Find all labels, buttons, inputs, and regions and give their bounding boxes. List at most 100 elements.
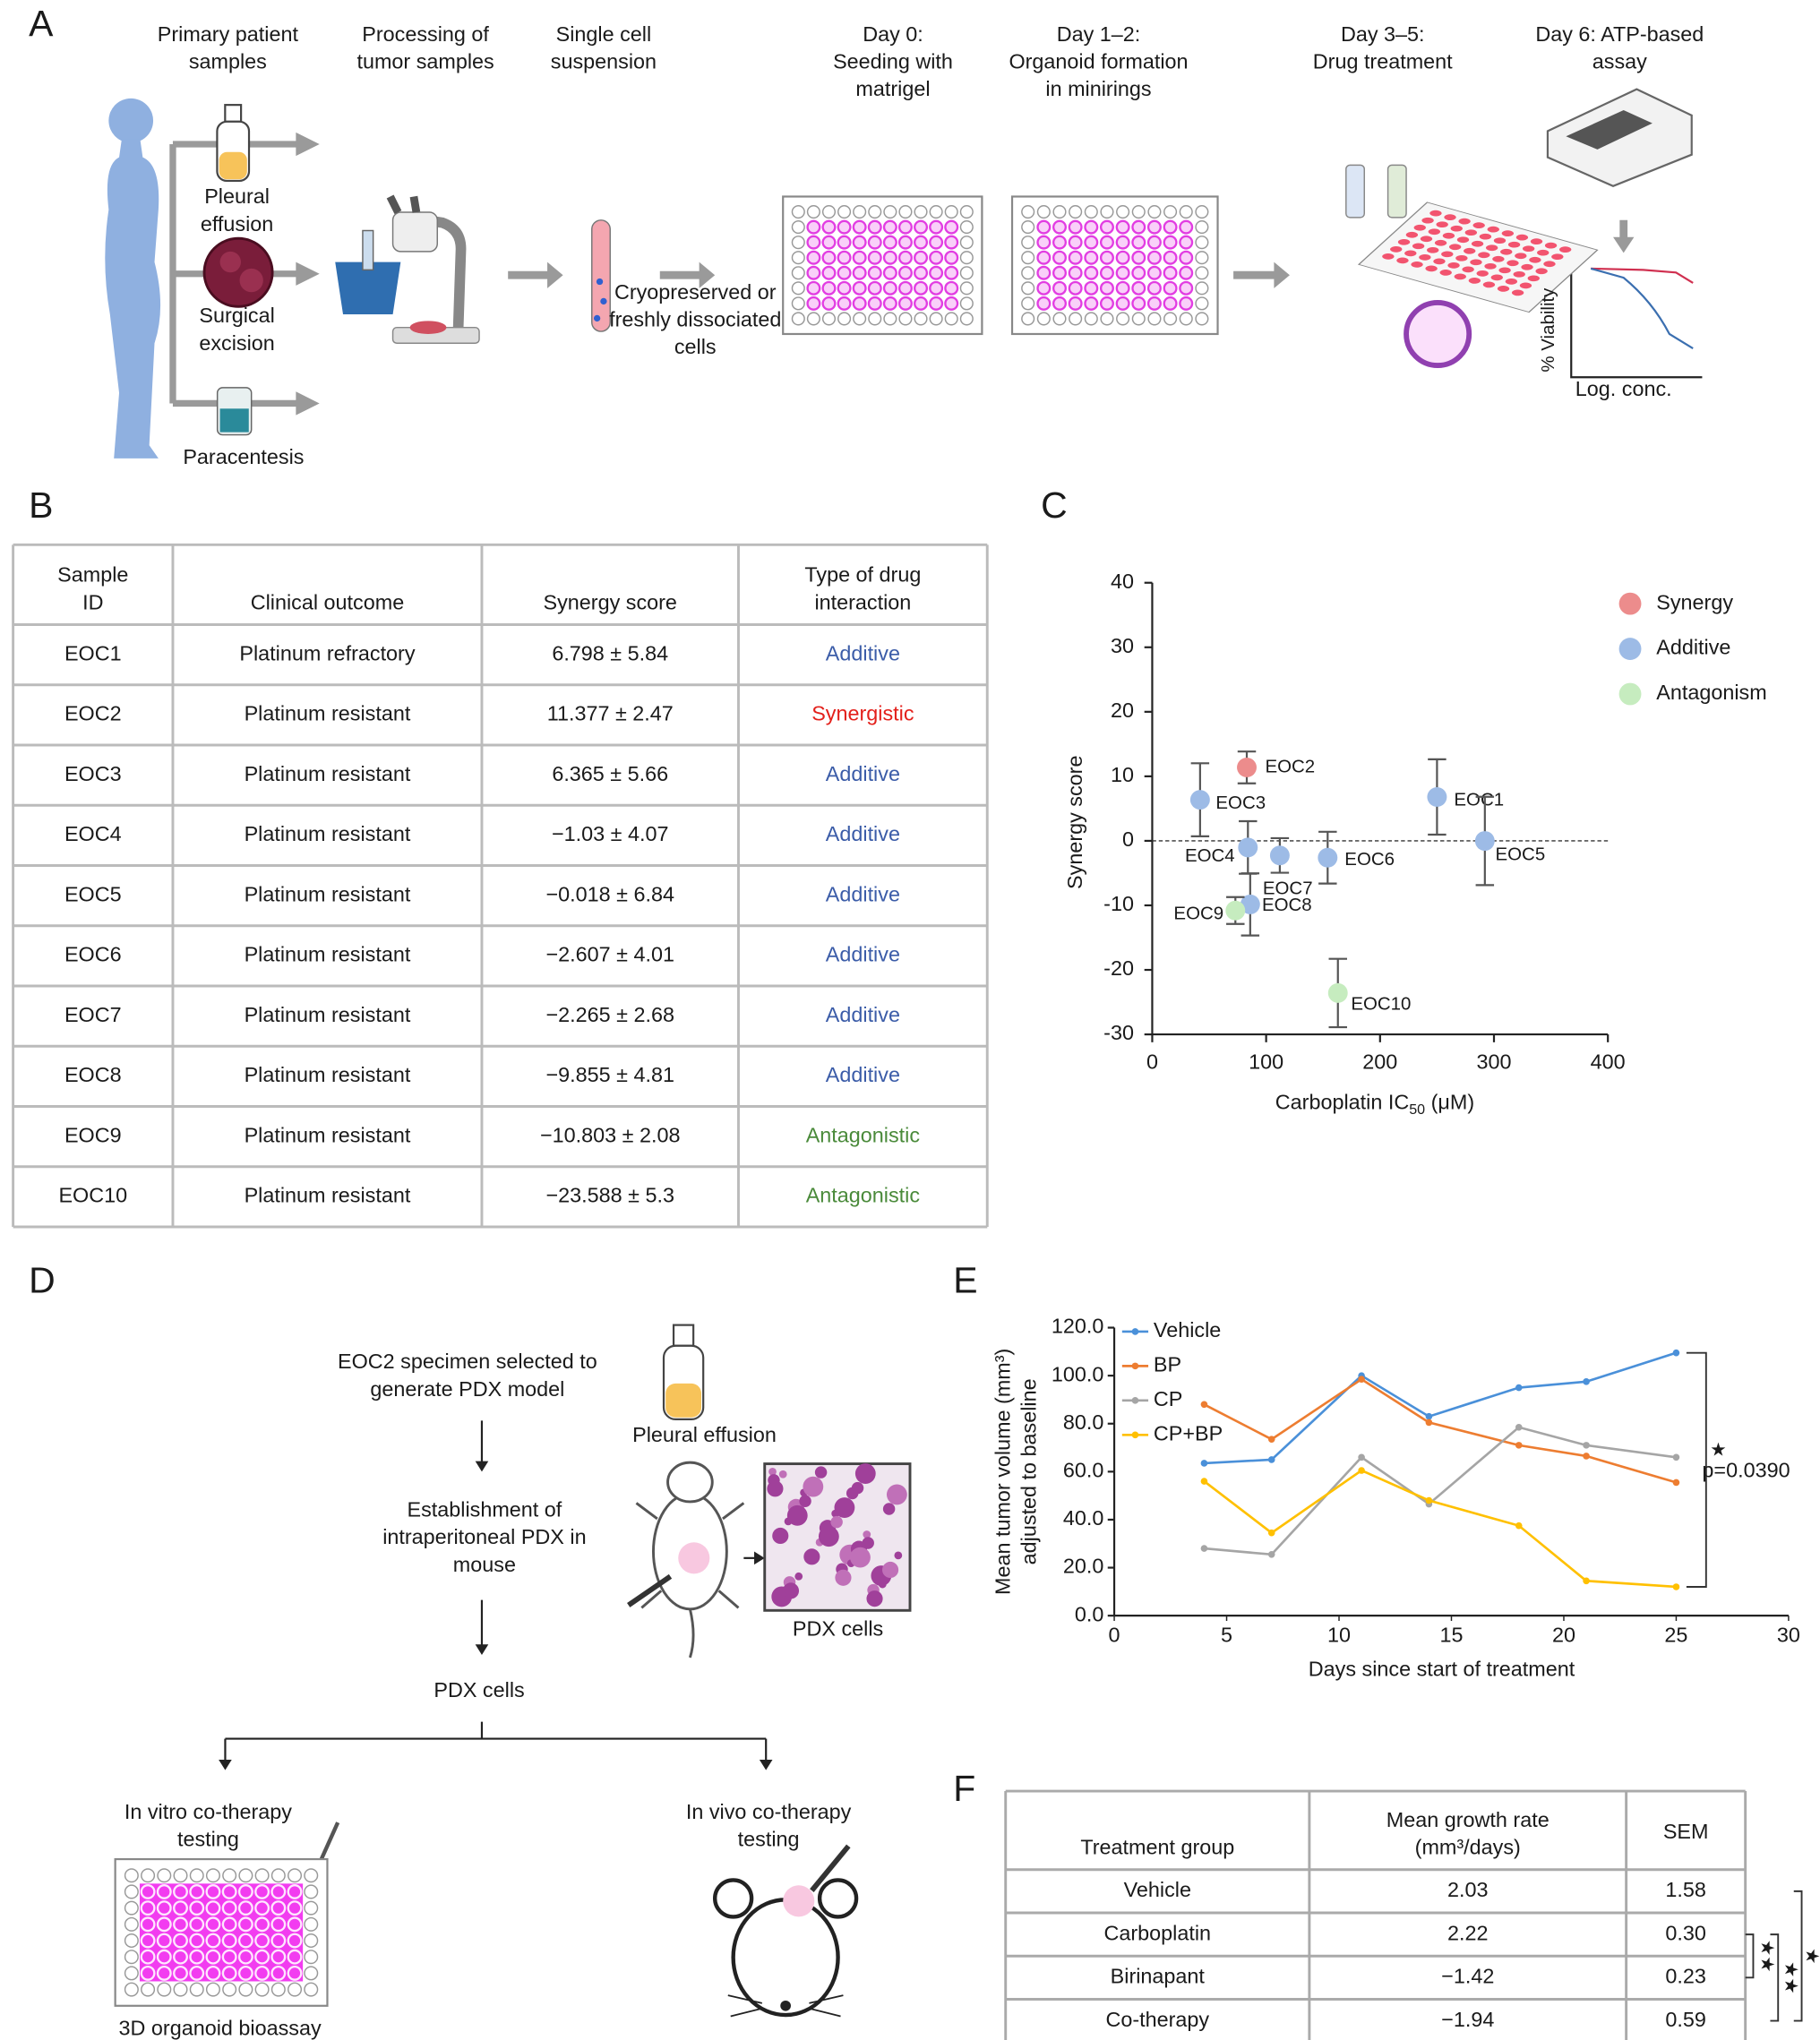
well <box>1052 280 1067 296</box>
well <box>205 1965 221 1981</box>
y-axis-label: adjusted to baseline <box>1017 1378 1041 1564</box>
table-cell: Additive <box>826 1003 900 1026</box>
bottle-neck <box>672 1324 695 1347</box>
step-label: Organoid formation <box>1009 50 1188 73</box>
well <box>914 250 929 265</box>
cell-cluster <box>846 1487 859 1500</box>
cell-cluster <box>835 1569 852 1586</box>
well <box>1439 270 1452 276</box>
bottle-fluid <box>219 151 247 180</box>
well <box>173 1965 188 1981</box>
well <box>1455 254 1468 261</box>
well <box>929 296 944 311</box>
pdx-mouse-head <box>666 1461 714 1504</box>
well <box>1068 235 1083 250</box>
annotation-marker: ★ <box>1710 1439 1726 1460</box>
well <box>1390 245 1403 253</box>
well <box>791 281 805 296</box>
well <box>1036 219 1052 235</box>
well <box>791 296 805 311</box>
source-label: effusion <box>201 212 273 236</box>
annotation: p=0.0390 <box>1702 1459 1790 1482</box>
cell-cluster <box>854 1463 876 1484</box>
well <box>189 1933 205 1949</box>
well <box>1179 219 1194 235</box>
well <box>1425 265 1438 272</box>
well <box>1470 259 1482 266</box>
well <box>237 1900 253 1916</box>
well <box>156 1965 172 1981</box>
well <box>821 296 837 311</box>
step-label: Drug treatment <box>1313 50 1453 73</box>
significance-label: ★★ <box>1757 1940 1778 1973</box>
y-tick-label: 40 <box>1111 570 1134 593</box>
point <box>1515 1521 1523 1530</box>
well <box>791 251 805 265</box>
well <box>1498 267 1511 274</box>
well <box>1115 219 1130 235</box>
plate-fill <box>139 1883 304 1982</box>
well <box>1036 312 1051 326</box>
drug-vial <box>1386 164 1407 219</box>
well <box>1147 204 1162 219</box>
well <box>1146 250 1162 265</box>
table-header: SEM <box>1663 1820 1709 1843</box>
table-cell: −23.588 ± 5.3 <box>545 1184 674 1207</box>
step-label: matrigel <box>855 77 930 100</box>
assay-axes <box>1570 261 1703 379</box>
well <box>897 296 913 311</box>
well <box>124 1900 139 1916</box>
series-line <box>1203 1377 1677 1484</box>
table-cell: 6.798 ± 5.84 <box>552 641 668 664</box>
point <box>1515 1423 1523 1431</box>
table-cell: −1.94 <box>1441 2008 1494 2031</box>
point-label: EOC7 <box>1263 879 1313 899</box>
well <box>1021 220 1035 235</box>
well <box>837 296 852 311</box>
well <box>124 1950 139 1965</box>
well <box>254 1982 270 1997</box>
flow-label: PDX cells <box>434 1678 524 1701</box>
well <box>1052 265 1067 280</box>
well <box>254 1965 270 1981</box>
well <box>1411 261 1423 268</box>
well <box>1052 204 1067 219</box>
well <box>288 1982 303 1997</box>
vivo-mouse-ear <box>712 1878 754 1919</box>
well <box>806 235 821 250</box>
point <box>1269 845 1290 866</box>
well <box>852 235 867 250</box>
assay-x-label: Log. conc. <box>1575 377 1672 400</box>
significance-bracket <box>1770 1933 1780 2022</box>
well <box>1448 244 1462 251</box>
well <box>156 1933 172 1949</box>
well <box>959 251 974 265</box>
well <box>791 236 805 250</box>
well <box>140 1933 156 1949</box>
cell-cluster <box>768 1467 777 1476</box>
well <box>1454 273 1466 280</box>
well <box>189 1916 205 1933</box>
well <box>1519 282 1532 289</box>
well <box>1163 296 1178 311</box>
pdx-mouse-limbs <box>635 1502 745 1659</box>
well <box>1179 296 1194 311</box>
point <box>1515 1442 1523 1449</box>
well <box>1456 236 1470 244</box>
well <box>1195 204 1209 219</box>
well <box>1068 265 1083 280</box>
well <box>1179 312 1193 326</box>
well <box>821 265 837 280</box>
well <box>1492 255 1505 262</box>
well <box>868 312 882 326</box>
table-cell: 2.03 <box>1447 1878 1489 1901</box>
table-header: Sample <box>57 563 128 587</box>
well <box>897 250 913 265</box>
cell-tube <box>591 219 611 332</box>
well <box>1179 250 1194 265</box>
well <box>914 296 929 311</box>
table-header: Synergy score <box>544 590 677 613</box>
well <box>1163 235 1178 250</box>
well <box>852 280 867 296</box>
well <box>304 1950 319 1965</box>
